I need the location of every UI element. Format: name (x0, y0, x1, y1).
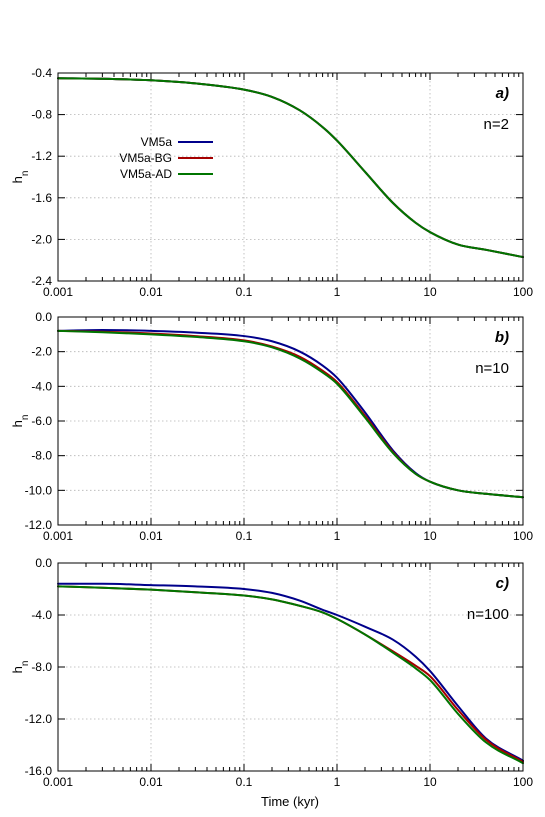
x-tick-label: 0.1 (236, 285, 253, 299)
y-tick-label: -16.0 (25, 764, 53, 778)
panel-annotation: n=100 (467, 606, 509, 623)
x-tick-label: 0.01 (139, 775, 163, 789)
y-tick-label: -8.0 (31, 449, 52, 463)
y-axis-title: hn (10, 415, 31, 428)
panel-annotation: n=2 (484, 116, 509, 133)
series-line-vm5a-bg (57, 585, 524, 763)
panels: 0.001 0.01 0.1 1 10 100-0.4-0.8-1.2-1.6-2.0-2… (10, 66, 533, 789)
y-tick-label: -4.0 (31, 608, 52, 622)
x-tick-label: 0.001 (43, 775, 73, 789)
x-tick-label: 0.01 (139, 529, 163, 543)
y-tick-label: -6.0 (31, 414, 52, 428)
chart-panel-2: 0.001 0.01 0.1 1 10 100 0.0 -2.0 -4.0 -6.0 -8.0 -10… (10, 310, 533, 543)
y-tick-label: -8.0 (31, 660, 52, 674)
x-tick-label: 10 (423, 775, 437, 789)
chart-panel-3: 0.001 0.01 0.1 1 10 100 0.0 -4.0 -8.0 -12.0 -16.0 h… (10, 556, 533, 789)
x-tick-label: 0.001 (43, 285, 73, 299)
x-tick-label: 100 (513, 529, 533, 543)
x-axis-title: Time (kyr) (261, 794, 319, 809)
x-tick-label: 0.01 (139, 285, 163, 299)
series-line-vm5a (57, 582, 524, 762)
series-line-vm5a-ad (57, 585, 524, 765)
x-tick-label: 0.1 (236, 529, 253, 543)
x-tick-label: 10 (423, 285, 437, 299)
x-tick-label: 1 (334, 285, 341, 299)
y-tick-label: -2.0 (31, 232, 52, 246)
panel-label: b) (495, 329, 509, 346)
y-axis-title: hn (10, 661, 31, 674)
y-tick-label: -12.0 (25, 712, 53, 726)
y-tick-label: -1.2 (31, 149, 52, 163)
y-tick-label: -1.6 (31, 191, 52, 205)
legend-label: VM5a (141, 135, 173, 149)
series-line-vm5a-ad (57, 329, 524, 499)
y-tick-label: -0.4 (31, 66, 52, 80)
y-axis-title: hn (10, 171, 31, 184)
legend-label: VM5a-BG (119, 151, 172, 165)
legend-label: VM5a-AD (120, 167, 172, 181)
y-tick-label: -10.0 (25, 483, 53, 497)
x-tick-label: 100 (513, 775, 533, 789)
y-tick-label: -4.0 (31, 379, 52, 393)
y-tick-label: -0.8 (31, 108, 52, 122)
panel-annotation: n=10 (475, 360, 509, 377)
series-line-vm5a-ad (57, 77, 524, 259)
x-tick-label: 10 (423, 529, 437, 543)
panel-label: a) (496, 85, 509, 102)
panel-label: c) (496, 575, 509, 592)
x-tick-label: 1 (334, 775, 341, 789)
x-tick-label: 0.001 (43, 529, 73, 543)
y-tick-label: 0.0 (35, 310, 52, 324)
x-tick-label: 100 (513, 285, 533, 299)
plot-frame (57, 562, 524, 772)
y-tick-label: 0.0 (35, 556, 52, 570)
chart-panel-1: 0.001 0.01 0.1 1 10 100 -0.4 -0.8 -1.2 -1.6 -2.0 -2… (10, 66, 533, 299)
x-tick-label: 1 (334, 529, 341, 543)
y-tick-label: -12.0 (25, 518, 53, 532)
y-tick-label: -2.0 (31, 345, 52, 359)
plot-frame (57, 316, 524, 526)
x-tick-label: 0.1 (236, 775, 253, 789)
series-line-vm5a-bg (57, 329, 524, 499)
y-tick-label: -2.4 (31, 274, 52, 288)
plot-frame (57, 72, 524, 282)
legend: VM5a VM5a-BG VM5a-AD (119, 135, 213, 181)
